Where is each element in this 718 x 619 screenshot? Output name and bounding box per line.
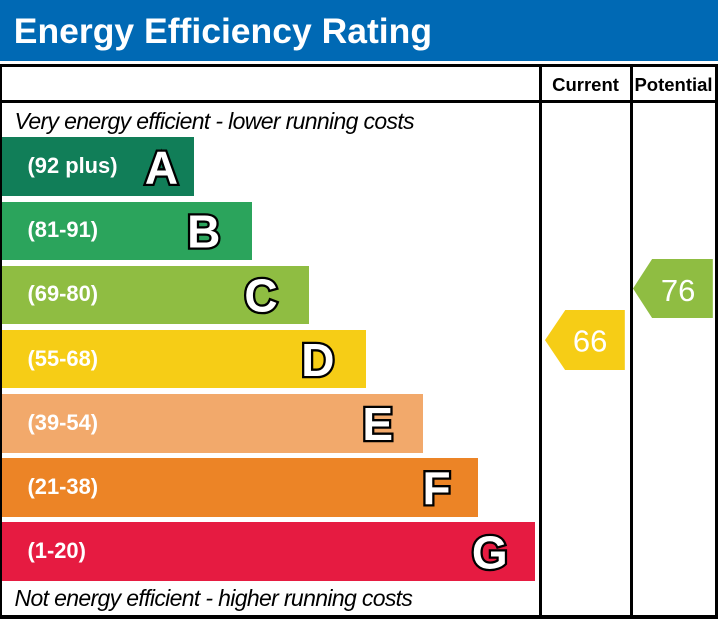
svg-text:D: D [301,334,334,386]
svg-text:B: B [187,206,220,258]
svg-text:F: F [422,462,450,514]
svg-text:E: E [362,398,393,450]
svg-text:66: 66 [572,324,606,359]
svg-text:A: A [145,141,178,193]
svg-text:G: G [472,526,508,578]
svg-text:76: 76 [660,273,694,308]
svg-text:C: C [244,270,277,322]
